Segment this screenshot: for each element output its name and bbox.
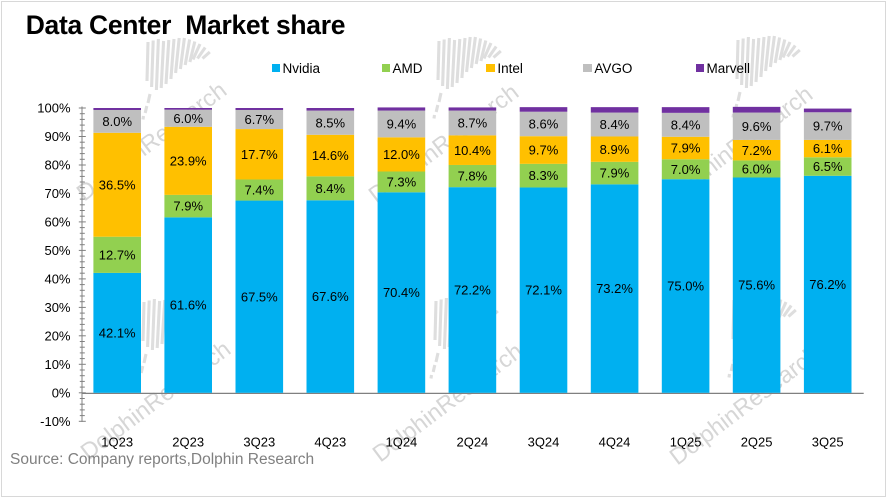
svg-text:72.2%: 72.2%: [454, 283, 491, 298]
svg-text:6.0%: 6.0%: [742, 162, 772, 177]
svg-text:67.6%: 67.6%: [312, 289, 349, 304]
svg-text:8.7%: 8.7%: [458, 116, 488, 131]
svg-text:6.7%: 6.7%: [244, 112, 274, 127]
svg-text:3Q25: 3Q25: [812, 435, 844, 450]
svg-text:50%: 50%: [44, 243, 70, 258]
svg-text:9.7%: 9.7%: [529, 143, 559, 158]
svg-text:60%: 60%: [44, 215, 70, 230]
svg-text:6.0%: 6.0%: [173, 111, 203, 126]
svg-text:8.4%: 8.4%: [671, 117, 701, 132]
svg-text:90%: 90%: [44, 129, 70, 144]
svg-text:8.3%: 8.3%: [529, 168, 559, 183]
svg-text:80%: 80%: [44, 158, 70, 173]
svg-text:75.0%: 75.0%: [667, 279, 704, 294]
svg-text:42.1%: 42.1%: [99, 325, 136, 340]
svg-text:76.2%: 76.2%: [809, 277, 846, 292]
svg-text:9.6%: 9.6%: [742, 119, 772, 134]
svg-text:1Q25: 1Q25: [670, 435, 702, 450]
svg-text:70%: 70%: [44, 186, 70, 201]
svg-text:9.4%: 9.4%: [387, 117, 417, 132]
svg-text:6.1%: 6.1%: [813, 141, 843, 156]
svg-text:12.7%: 12.7%: [99, 247, 136, 262]
svg-text:8.6%: 8.6%: [529, 117, 559, 132]
svg-text:7.4%: 7.4%: [244, 183, 274, 198]
svg-text:67.5%: 67.5%: [241, 289, 278, 304]
svg-text:2Q24: 2Q24: [456, 435, 488, 450]
svg-text:9.7%: 9.7%: [813, 119, 843, 134]
svg-text:8.4%: 8.4%: [600, 117, 630, 132]
svg-text:1Q24: 1Q24: [385, 435, 417, 450]
svg-text:75.6%: 75.6%: [738, 278, 775, 293]
svg-text:61.6%: 61.6%: [170, 298, 207, 313]
svg-text:7.9%: 7.9%: [173, 199, 203, 214]
svg-text:4Q23: 4Q23: [314, 435, 346, 450]
svg-text:36.5%: 36.5%: [99, 177, 136, 192]
svg-text:40%: 40%: [44, 272, 70, 287]
svg-text:73.2%: 73.2%: [596, 281, 633, 296]
svg-text:70.4%: 70.4%: [383, 285, 420, 300]
svg-text:8.4%: 8.4%: [315, 181, 345, 196]
svg-text:100%: 100%: [37, 101, 71, 116]
svg-text:-10%: -10%: [40, 414, 71, 429]
svg-text:10.4%: 10.4%: [454, 143, 491, 158]
svg-text:7.8%: 7.8%: [458, 169, 488, 184]
svg-text:20%: 20%: [44, 328, 70, 343]
svg-text:7.9%: 7.9%: [600, 166, 630, 181]
svg-text:3Q24: 3Q24: [528, 435, 560, 450]
svg-text:0%: 0%: [52, 385, 71, 400]
svg-text:7.3%: 7.3%: [387, 175, 417, 190]
svg-text:8.9%: 8.9%: [600, 142, 630, 157]
svg-text:4Q24: 4Q24: [599, 435, 631, 450]
svg-text:2Q23: 2Q23: [172, 435, 204, 450]
svg-text:14.6%: 14.6%: [312, 148, 349, 163]
svg-text:10%: 10%: [44, 357, 70, 372]
svg-text:2Q25: 2Q25: [741, 435, 773, 450]
svg-text:1Q23: 1Q23: [101, 435, 133, 450]
svg-text:23.9%: 23.9%: [170, 153, 207, 168]
svg-text:72.1%: 72.1%: [525, 283, 562, 298]
svg-text:7.0%: 7.0%: [671, 162, 701, 177]
svg-text:30%: 30%: [44, 300, 70, 315]
svg-text:7.2%: 7.2%: [742, 143, 772, 158]
svg-text:7.9%: 7.9%: [671, 141, 701, 156]
svg-text:6.5%: 6.5%: [813, 159, 843, 174]
svg-text:8.5%: 8.5%: [315, 115, 345, 130]
svg-text:8.0%: 8.0%: [102, 114, 132, 129]
svg-text:17.7%: 17.7%: [241, 147, 278, 162]
svg-text:12.0%: 12.0%: [383, 147, 420, 162]
svg-text:3Q23: 3Q23: [243, 435, 275, 450]
